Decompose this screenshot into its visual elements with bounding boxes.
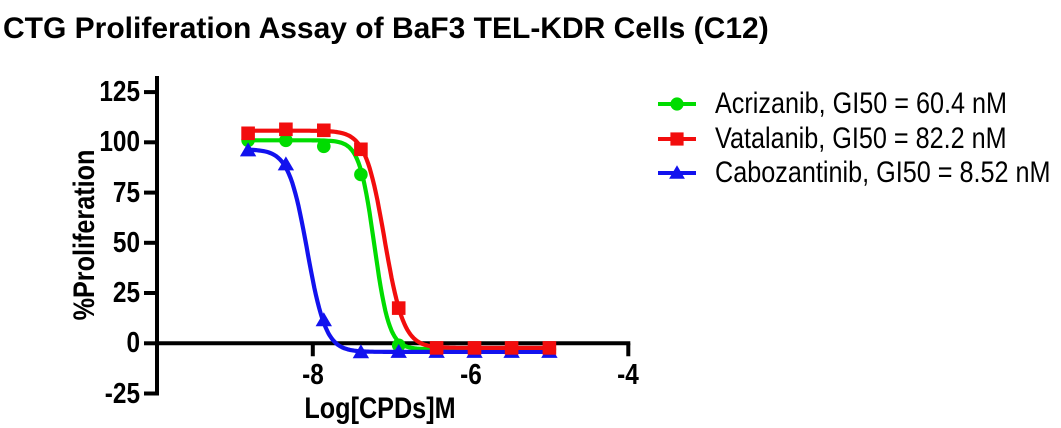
y-tick-label: 100 (99, 126, 140, 158)
legend-triangle-marker-icon (658, 165, 696, 179)
x-tick-label: -6 (460, 359, 482, 391)
curve-vatalanib (247, 128, 550, 350)
legend-label: Vatalanib, GI50 = 82.2 nM (715, 121, 1007, 155)
y-tick-label: 125 (99, 76, 140, 108)
legend-circle-marker-icon (658, 97, 696, 111)
legend-item-acrizanib: Acrizanib, GI50 = 60.4 nM (657, 87, 1061, 121)
curve-acrizanib (247, 138, 550, 352)
markers-vatalanib (241, 122, 557, 355)
x-axis-label: Log[CPDs]M (304, 392, 456, 425)
legend-label: Acrizanib, GI50 = 60.4 nM (715, 87, 1008, 120)
y-tick-label: -25 (104, 378, 140, 410)
legend-item-cabozantinib: Cabozantinib, GI50 = 8.52 nM (657, 156, 1061, 190)
x-tick-label: -8 (302, 359, 324, 391)
y-tick-label: 25 (112, 277, 140, 309)
axes (144, 76, 631, 396)
x-tick-label: -4 (617, 359, 639, 391)
curve-cabozantinib (247, 147, 550, 354)
chart-title: CTG Proliferation Assay of BaF3 TEL-KDR … (3, 12, 769, 45)
y-tick-label: 0 (126, 327, 140, 359)
y-tick-label: 75 (112, 177, 140, 209)
legend-item-vatalanib: Vatalanib, GI50 = 82.2 nM (657, 122, 1061, 156)
legend-square-marker-icon (658, 131, 696, 146)
legend-label: Cabozantinib, GI50 = 8.52 nM (715, 156, 1051, 189)
y-tick-label: 50 (112, 227, 140, 259)
